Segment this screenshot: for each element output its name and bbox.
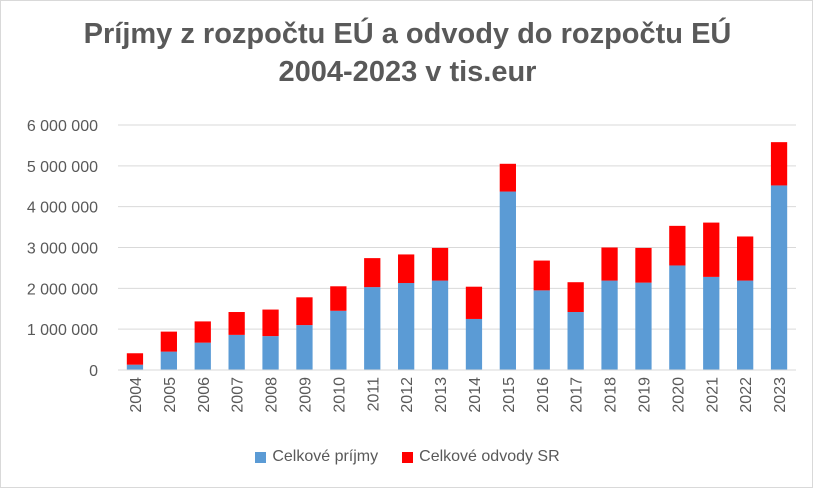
chart-title-line-1: Príjmy z rozpočtu EÚ a odvody do rozpočt… [83, 18, 732, 50]
x-tick-label: 2021 [704, 377, 721, 413]
legend-label-contributions: Celkové odvody SR [419, 448, 560, 465]
bar-income-2017 [567, 312, 584, 370]
legend-swatch-contributions [402, 451, 414, 463]
bar-income-2012 [398, 283, 415, 370]
bar-income-2014 [465, 318, 483, 370]
x-tick-label: 2012 [399, 377, 416, 413]
y-tick-label: 4 000 000 [27, 200, 98, 217]
bar-contributions-2004 [126, 353, 144, 365]
x-tick-label: 2004 [128, 377, 145, 413]
gridlines [118, 124, 796, 330]
bar-contributions-2009 [296, 297, 313, 326]
bar-income-2016 [533, 290, 550, 370]
x-tick-label: 2010 [331, 377, 348, 413]
bar-income-2006 [194, 342, 211, 370]
legend-swatch-income [255, 451, 267, 463]
bar-income-2018 [601, 280, 618, 370]
chart-title-line-2: 2004-2023 v tis.eur [278, 56, 537, 88]
legend-item-contributions: Celkové odvody SR [402, 448, 560, 466]
bar-contributions-2012 [398, 254, 415, 284]
bar-income-2015 [499, 191, 516, 370]
x-axis-tick-labels: 2004 2005 2006 2007 2008 2009 2010 2011 2012 2013… [128, 377, 789, 413]
x-tick-label: 2014 [467, 377, 484, 413]
bar-income-2011 [364, 287, 381, 370]
x-tick-label: 2005 [162, 377, 179, 413]
x-tick-label: 2013 [433, 377, 450, 413]
bar-contributions-2023 [770, 142, 788, 186]
legend-label-income: Celkové príjmy [272, 448, 379, 465]
x-tick-label: 2023 [772, 377, 789, 413]
bar-contributions-2020 [669, 225, 686, 266]
x-tick-label: 2006 [196, 377, 213, 413]
y-tick-label: 1 000 000 [27, 322, 98, 339]
bar-contributions-2021 [703, 222, 720, 277]
x-tick-label: 2015 [501, 377, 518, 413]
x-tick-label: 2019 [636, 377, 653, 413]
y-tick-label: 5 000 000 [27, 159, 98, 176]
bar-contributions-2015 [499, 163, 516, 192]
bar-contributions-2013 [431, 247, 449, 281]
bar-contributions-2016 [533, 260, 550, 291]
bar-contributions-2022 [737, 236, 754, 281]
y-axis-tick-labels: 0 1 000 000 2 000 000 3 000 000 4 000 000 5 0… [27, 118, 98, 380]
y-tick-label: 0 [89, 363, 98, 380]
legend: Celkové príjmy Celkové odvody SR [1, 448, 812, 466]
bar-income-2022 [737, 280, 754, 370]
y-tick-label: 6 000 000 [27, 118, 98, 135]
bar-income-2013 [431, 280, 449, 370]
bar-contributions-2005 [160, 331, 177, 352]
x-tick-label: 2018 [603, 377, 620, 413]
x-tick-label: 2022 [738, 377, 755, 413]
y-tick-label: 3 000 000 [27, 241, 98, 258]
chart-title: Príjmy z rozpočtu EÚ a odvody do rozpočt… [1, 15, 812, 91]
bar-income-2009 [296, 325, 313, 370]
bar-contributions-2017 [567, 282, 584, 313]
bar-contributions-2014 [465, 286, 483, 319]
x-tick-label: 2017 [569, 377, 586, 413]
bars [126, 142, 788, 370]
legend-item-income: Celkové príjmy [255, 448, 378, 466]
bar-income-2004 [126, 364, 144, 370]
bar-income-2020 [669, 265, 686, 370]
bar-contributions-2011 [364, 258, 381, 288]
bar-contributions-2008 [262, 309, 279, 337]
bar-contributions-2010 [330, 286, 347, 311]
bar-contributions-2019 [635, 247, 652, 283]
x-tick-label: 2007 [230, 377, 247, 413]
bar-income-2008 [262, 336, 279, 370]
y-tick-label: 2 000 000 [27, 281, 98, 298]
x-tick-label: 2016 [535, 377, 552, 413]
bar-income-2010 [330, 310, 347, 370]
bar-income-2007 [228, 334, 245, 370]
bar-income-2019 [635, 282, 652, 370]
bar-contributions-2007 [228, 312, 245, 335]
bar-contributions-2006 [194, 321, 211, 343]
bar-income-2005 [160, 351, 177, 370]
x-tick-label: 2020 [670, 377, 687, 413]
x-tick-label: 2009 [297, 377, 314, 413]
bar-income-2021 [703, 276, 720, 370]
bar-contributions-2018 [601, 247, 618, 281]
x-tick-label: 2008 [264, 377, 281, 413]
x-tick-label: 2011 [365, 377, 382, 412]
bar-income-2023 [770, 185, 788, 370]
